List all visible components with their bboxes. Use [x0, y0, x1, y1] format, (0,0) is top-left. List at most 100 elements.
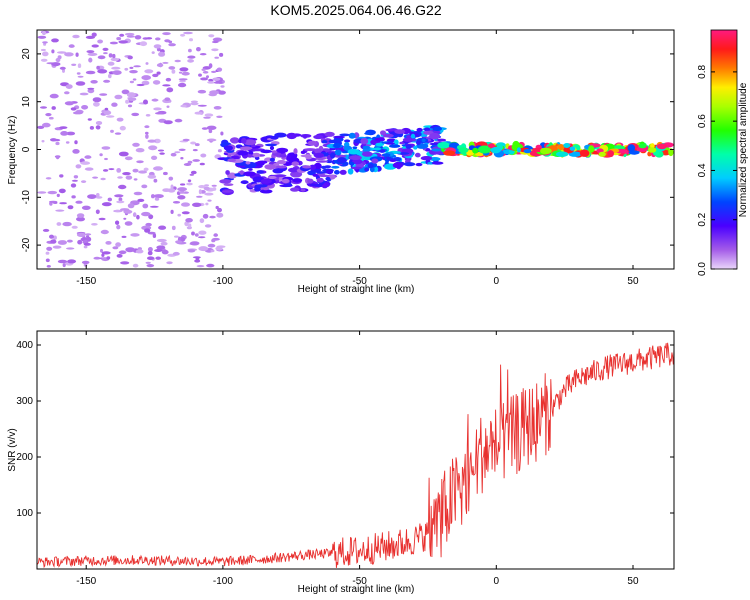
spectrogram-cell — [153, 44, 162, 49]
spectrogram-cell — [198, 236, 206, 239]
spectrogram-cell — [362, 145, 371, 150]
spectrogram-cell — [321, 184, 328, 189]
spectrogram-cell — [48, 116, 54, 120]
spectrogram-cell — [49, 234, 54, 239]
spectrogram-cell — [114, 194, 124, 198]
spectrogram-cell — [307, 140, 317, 146]
spectrogram-cell — [116, 37, 122, 41]
spectrogram-cell — [186, 182, 193, 186]
spectrogram-cell — [208, 63, 213, 69]
spectrogram-cell — [75, 164, 82, 169]
spectrogram-cell — [42, 51, 49, 57]
spectrogram-cell — [132, 263, 139, 268]
spectrogram-cell — [189, 38, 193, 42]
x-tick-label: -100 — [213, 576, 233, 587]
spectrogram-cell — [192, 202, 202, 207]
spectrogram-cell — [85, 233, 92, 236]
spectrogram-cell — [213, 81, 223, 84]
spectrogram-cell — [108, 53, 113, 58]
spectrogram-cell — [211, 184, 217, 187]
spectrogram-cell — [269, 145, 275, 151]
spectrogram-cell — [65, 84, 73, 89]
chart-title: KOM5.2025.064.06.46.G22 — [270, 2, 441, 18]
spectrogram-cell — [291, 161, 300, 166]
spectrogram-cell — [627, 144, 636, 152]
spectrogram-cell — [62, 263, 66, 268]
spectrogram-cell — [132, 212, 137, 218]
spectrogram-cell — [129, 66, 134, 69]
spectrogram-cell — [245, 161, 251, 165]
spectrogram-cell — [161, 249, 169, 255]
spectrogram-cell — [260, 136, 273, 143]
spectrogram-cell — [130, 200, 136, 203]
spectrogram-cell — [201, 68, 206, 71]
spectrogram-cell — [206, 125, 217, 130]
spectrogram-cell — [290, 187, 300, 192]
spectrogram-cell — [141, 211, 151, 217]
spectrogram-cell — [162, 32, 171, 36]
y-tick-label: -10 — [21, 190, 32, 205]
spectrogram-cell — [71, 179, 78, 182]
spectrogram-cell — [133, 65, 142, 68]
spectrogram-cell — [114, 94, 123, 100]
spectrogram-cell — [84, 167, 94, 171]
spectrogram-cell — [52, 245, 62, 249]
spectrogram-cell — [49, 200, 58, 203]
spectrogram-cell — [37, 35, 47, 39]
spectrogram-cell — [170, 209, 174, 214]
spectrogram-cell — [175, 240, 183, 244]
spectrogram-cell — [92, 176, 99, 179]
spectrogram-cell — [415, 162, 423, 167]
spectrogram-cell — [375, 142, 385, 147]
snr-y-axis-title: SNR (v/v) — [7, 428, 18, 471]
spectrogram-cell — [349, 155, 362, 161]
spectrogram-cell — [97, 69, 108, 74]
spectrogram-cell — [143, 167, 149, 171]
spectrogram-cell — [420, 156, 433, 161]
spectrogram-cell — [316, 177, 324, 183]
spectrogram-cell — [107, 197, 113, 202]
spectrogram-cell — [239, 170, 244, 176]
spectrogram-cell — [313, 152, 325, 158]
spectrogram-cell — [416, 127, 423, 132]
spectrogram-cell — [166, 105, 170, 108]
spectrogram-cell — [127, 104, 133, 108]
spectrogram-cell — [204, 184, 210, 187]
spectrogram-cell — [203, 186, 210, 191]
spectrogram-cell — [598, 151, 606, 157]
spectrogram-cell — [421, 138, 426, 142]
spectrogram-cell — [350, 166, 362, 170]
spectrogram-cell — [87, 118, 92, 121]
spectrogram-cell — [55, 141, 60, 146]
spectrogram-cell — [208, 78, 214, 82]
spectrogram-cell — [155, 112, 163, 115]
spectrogram-cell — [187, 55, 196, 59]
colorbar-tick-label: 0.4 — [697, 163, 708, 177]
spectrogram-cell — [202, 71, 209, 74]
spectrogram-cell — [207, 243, 216, 248]
spectrogram-cell — [292, 178, 303, 183]
spectrogram-cell — [53, 138, 61, 142]
spectrogram-cell — [77, 75, 84, 78]
spectrogram-cell — [168, 66, 176, 70]
spectrogram-cell — [320, 165, 327, 169]
spectrogram-cell — [314, 148, 322, 154]
spectrogram-cell — [330, 152, 336, 159]
spectrogram-cell — [166, 87, 174, 93]
spectrogram-cell — [223, 183, 234, 187]
spectrogram-cell — [478, 145, 491, 154]
spectrogram-cell — [93, 101, 100, 107]
spectrogram-cell — [168, 40, 173, 44]
spectrogram-cell — [83, 245, 88, 249]
spectrogram-cell — [333, 142, 341, 149]
spectrogram-cell — [487, 143, 495, 148]
spectrogram-cell — [81, 105, 89, 110]
spectrogram-cell — [127, 203, 135, 209]
spectrogram-cell — [170, 184, 174, 190]
spectrogram-cell — [344, 139, 351, 143]
spectrogram-cell — [59, 202, 67, 205]
spectrogram-cell — [181, 71, 190, 76]
spectrogram-cell — [215, 246, 223, 251]
spectrogram-cell — [91, 32, 97, 37]
spectrogram-cell — [300, 188, 306, 192]
